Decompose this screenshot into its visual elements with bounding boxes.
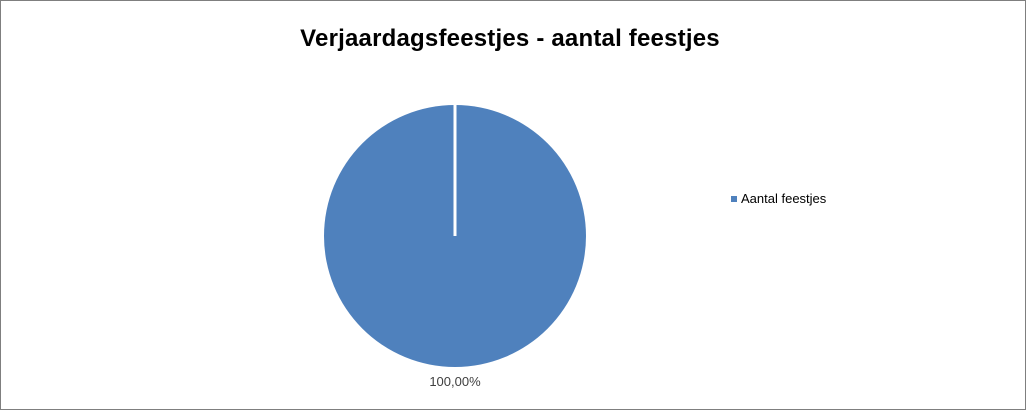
chart-title: Verjaardagsfeestjes - aantal feestjes <box>300 25 720 52</box>
legend: Aantal feestjes <box>731 191 826 206</box>
data-label: 100,00% <box>429 374 481 389</box>
legend-label: Aantal feestjes <box>741 191 827 206</box>
legend-swatch <box>731 195 737 202</box>
